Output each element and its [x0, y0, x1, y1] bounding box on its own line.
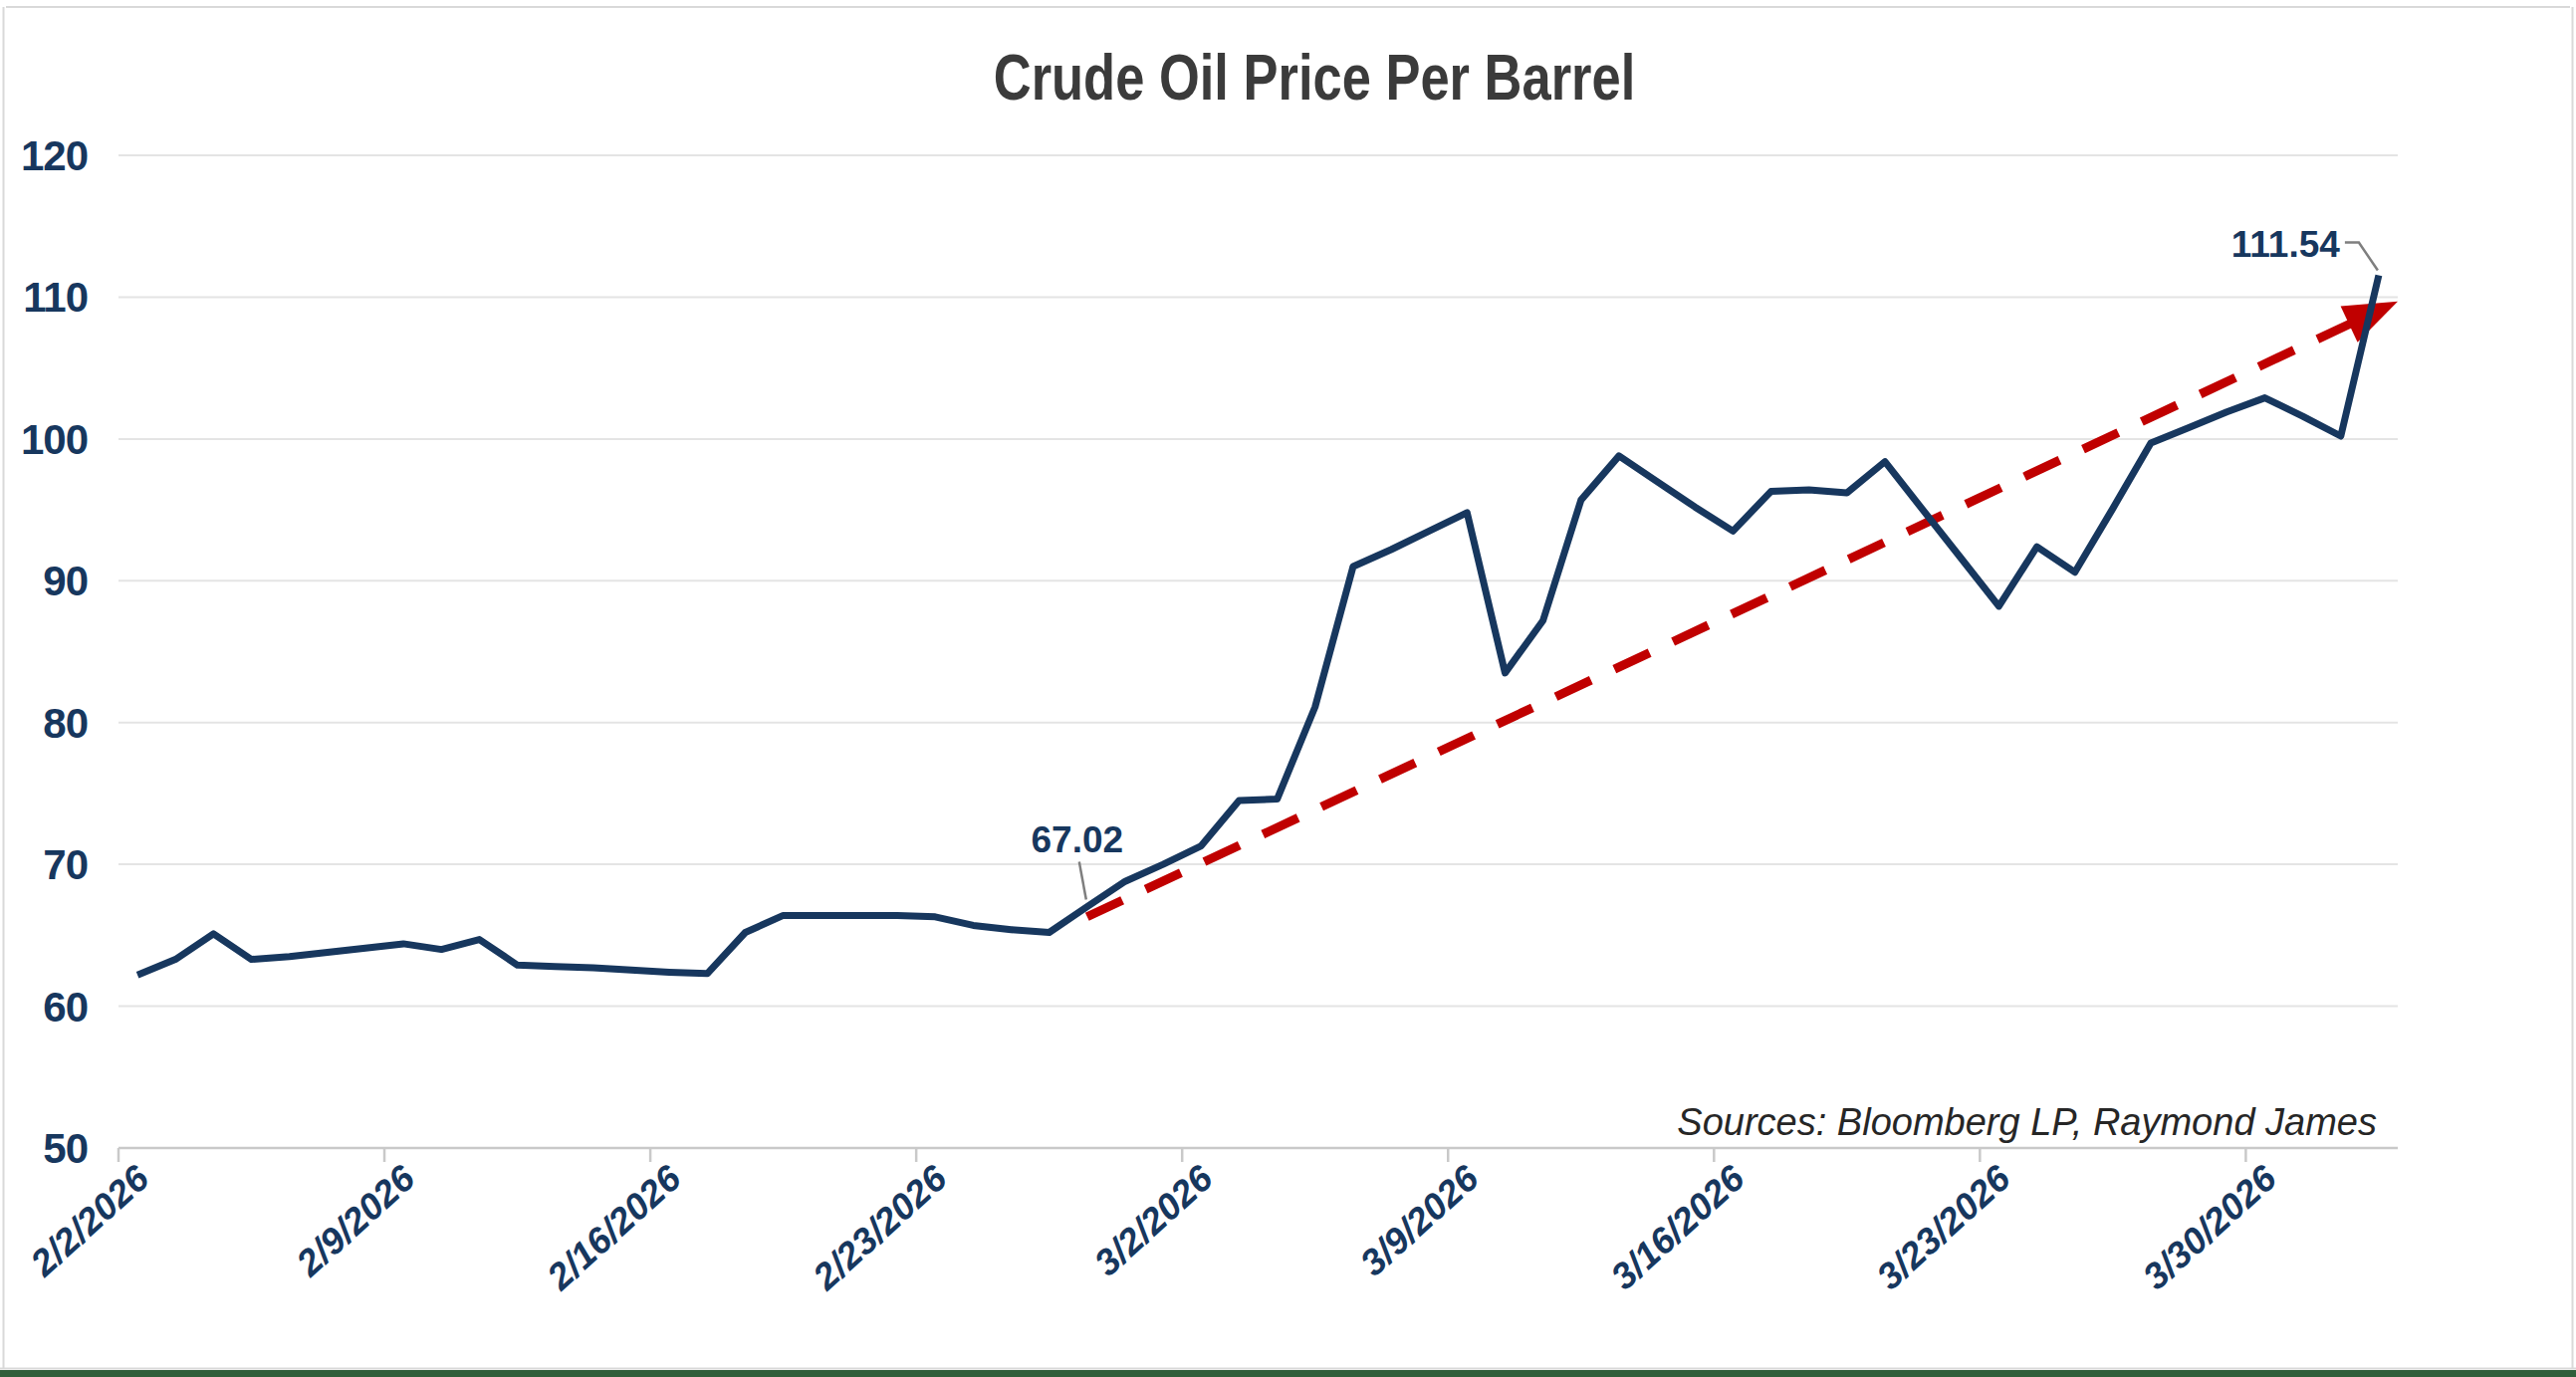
bottom-green-bar — [0, 1370, 2576, 1377]
x-axis-date-label: 3/30/2026 — [2135, 1157, 2284, 1297]
y-axis-tick-label: 90 — [43, 558, 88, 604]
page: { "title": "Crude Oil Price Per Barrel",… — [0, 0, 2576, 1377]
annotation-end-point: 111.54 — [2231, 224, 2378, 271]
x-axis-date-label: 2/9/2026 — [288, 1157, 423, 1284]
x-axis-date-label: 2/2/2026 — [22, 1157, 157, 1284]
x-axis-date-label: 3/9/2026 — [1352, 1157, 1487, 1283]
gridlines — [118, 155, 2398, 1148]
y-axis-tick-label: 80 — [43, 700, 88, 747]
annotation-start-callout-line — [1079, 862, 1086, 900]
y-axis-tick-label: 120 — [21, 132, 88, 179]
x-axis-date-label: 3/23/2026 — [1869, 1157, 2018, 1297]
price-line-series — [137, 276, 2379, 976]
annotation-start-value: 67.02 — [1032, 819, 1124, 860]
sources-note: Sources: Bloomberg LP, Raymond James — [1677, 1101, 2377, 1143]
x-axis — [118, 1148, 2398, 1162]
trendline-dashed-segment — [1087, 323, 2353, 917]
annotation-start-point: 67.02 — [1032, 819, 1124, 900]
crude-oil-price-chart: 50 60 70 80 90 100 110 120 2/2/2026 2/9/2026 2/16… — [0, 0, 2576, 1377]
x-axis-date-label: 2/23/2026 — [805, 1157, 955, 1298]
annotation-end-value: 111.54 — [2231, 224, 2341, 265]
x-axis-date-label: 3/16/2026 — [1603, 1157, 1753, 1297]
x-axis-labels: 2/2/2026 2/9/2026 2/16/2026 2/23/2026 3/2/20… — [22, 1157, 2284, 1298]
y-axis-tick-label: 60 — [43, 984, 88, 1031]
trendline-arrow — [1087, 302, 2398, 917]
y-axis-tick-label: 100 — [21, 416, 88, 463]
chart-title: Crude Oil Price Per Barrel — [994, 42, 1636, 113]
annotation-end-callout-line — [2345, 243, 2378, 271]
y-axis-tick-label: 70 — [43, 841, 88, 888]
y-axis-tick-label: 110 — [23, 274, 88, 321]
x-axis-date-label: 2/16/2026 — [539, 1157, 689, 1298]
y-axis-labels: 50 60 70 80 90 100 110 120 — [21, 132, 88, 1172]
y-axis-tick-label: 50 — [43, 1125, 88, 1172]
x-axis-date-label: 3/2/2026 — [1086, 1157, 1221, 1283]
